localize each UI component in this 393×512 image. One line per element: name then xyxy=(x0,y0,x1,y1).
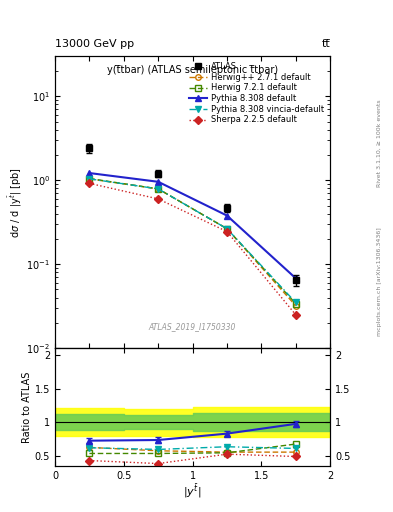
Text: Rivet 3.1.10, ≥ 100k events: Rivet 3.1.10, ≥ 100k events xyxy=(377,99,382,187)
Text: 13000 GeV pp: 13000 GeV pp xyxy=(55,38,134,49)
Text: mcplots.cern.ch [arXiv:1306.3436]: mcplots.cern.ch [arXiv:1306.3436] xyxy=(377,227,382,336)
Text: tt̅: tt̅ xyxy=(321,38,330,49)
X-axis label: $|y^{\bar{t}}|$: $|y^{\bar{t}}|$ xyxy=(184,482,202,500)
Y-axis label: Ratio to ATLAS: Ratio to ATLAS xyxy=(22,371,32,443)
Y-axis label: d$\sigma$ / d |y$^{\bar{t}}$| [pb]: d$\sigma$ / d |y$^{\bar{t}}$| [pb] xyxy=(6,167,24,238)
Legend: ATLAS, Herwig++ 2.7.1 default, Herwig 7.2.1 default, Pythia 8.308 default, Pythi: ATLAS, Herwig++ 2.7.1 default, Herwig 7.… xyxy=(187,60,326,126)
Text: y(t̅tbar) (ATLAS semileptonic t̅tbar): y(t̅tbar) (ATLAS semileptonic t̅tbar) xyxy=(107,65,278,75)
Text: ATLAS_2019_I1750330: ATLAS_2019_I1750330 xyxy=(149,322,236,331)
